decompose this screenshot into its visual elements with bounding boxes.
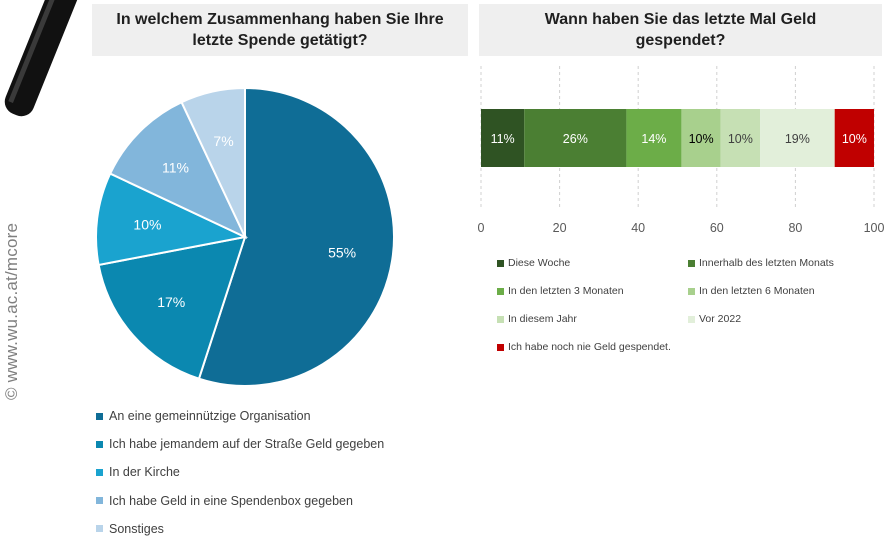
pie-slice [97, 235, 247, 380]
legend-swatch [497, 343, 504, 351]
pie-slice [95, 172, 249, 267]
bar-legend-item: In den letzten 6 Monaten [688, 285, 815, 297]
bar-legend-item: Vor 2022 [688, 313, 741, 325]
legend-swatch [497, 287, 504, 295]
legend-swatch [96, 440, 103, 448]
x-tick-label: 100 [864, 221, 885, 235]
x-tick-label: 80 [788, 221, 802, 235]
pie-legend-item: In der Kirche [96, 458, 384, 486]
bar-legend-item: Ich habe noch nie Geld gespendet. [497, 341, 671, 353]
bar-legend-item: In den letzten 3 Monaten [497, 285, 624, 297]
legend-label: Ich habe jemandem auf der Straße Geld ge… [109, 437, 385, 452]
pen-decoration [4, 0, 81, 117]
legend-swatch [96, 412, 103, 420]
pie-legend-item: Ich habe Geld in eine Spendenbox gegeben [96, 487, 384, 515]
pie-legend-item: Sonstiges [96, 515, 384, 543]
pie-slice-label: 7% [213, 133, 233, 149]
pie-legend-item: Ich habe jemandem auf der Straße Geld ge… [96, 430, 384, 458]
pie-chart-title-text: In welchem Zusammenhang haben Sie Ihre l… [116, 11, 444, 49]
bar-legend-item: Innerhalb des letzten Monats [688, 257, 834, 269]
x-tick-label: 60 [710, 221, 724, 235]
bar-chart-title-text: Wann haben Sie das letzte Mal Geld gespe… [544, 11, 817, 49]
legend-label: In der Kirche [109, 465, 180, 480]
bar-segment-label: 19% [785, 132, 810, 146]
bar-segment-label: 26% [563, 132, 588, 146]
pie-slice-label: 11% [162, 159, 189, 175]
legend-swatch [96, 497, 103, 505]
bar-legend-item: Diese Woche [497, 257, 570, 269]
legend-label: An eine gemeinnützige Organisation [109, 409, 311, 424]
legend-swatch [96, 468, 103, 476]
pie-slice [108, 100, 248, 240]
bar-legend-item: In diesem Jahr [497, 313, 577, 325]
pie-legend: An eine gemeinnützige Organisation Ich ha… [96, 402, 384, 543]
x-tick-label: 40 [631, 221, 645, 235]
bar-segment [760, 109, 835, 167]
pie-slice-label: 17% [157, 294, 185, 310]
bar-segment-label: 10% [689, 132, 714, 146]
bar-segment [720, 109, 761, 167]
x-tick-label: 20 [553, 221, 567, 235]
legend-label: Ich habe noch nie Geld gespendet. [508, 341, 671, 353]
legend-label: Ich habe Geld in eine Spendenbox gegeben [109, 493, 353, 508]
legend-label: Diese Woche [508, 257, 571, 269]
legend-swatch [688, 287, 695, 295]
legend-label: Sonstiges [109, 521, 164, 536]
pie-slice-label: 10% [133, 217, 161, 233]
legend-swatch [497, 259, 504, 267]
legend-label: Vor 2022 [699, 313, 742, 325]
bar-segment-label: 10% [842, 132, 867, 146]
bar-segment [681, 109, 721, 167]
legend-label: In diesem Jahr [508, 313, 577, 325]
pie-slice-label: 55% [328, 244, 356, 260]
bar-segment [834, 109, 874, 167]
bar-segment [481, 109, 525, 167]
legend-swatch [96, 525, 103, 533]
bar-segment-label: 11% [491, 132, 515, 146]
pie-legend-item: An eine gemeinnützige Organisation [96, 402, 384, 430]
pie-chart-title: In welchem Zusammenhang haben Sie Ihre l… [92, 4, 468, 56]
pie-slice [197, 86, 395, 387]
bar-segment [524, 109, 627, 167]
x-tick-label: 0 [478, 221, 485, 235]
legend-label: Innerhalb des letzten Monats [699, 257, 834, 269]
legend-swatch [688, 315, 695, 323]
legend-label: In den letzten 3 Monaten [508, 285, 624, 297]
bar-chart-title: Wann haben Sie das letzte Mal Geld gespe… [479, 4, 882, 56]
bar-segment-label: 10% [728, 132, 753, 146]
pie-slice [180, 86, 246, 238]
bar-segment-label: 14% [641, 132, 666, 146]
legend-label: In den letzten 6 Monaten [699, 285, 815, 297]
bar-segment [626, 109, 682, 167]
legend-swatch [497, 315, 504, 323]
legend-swatch [688, 259, 695, 267]
